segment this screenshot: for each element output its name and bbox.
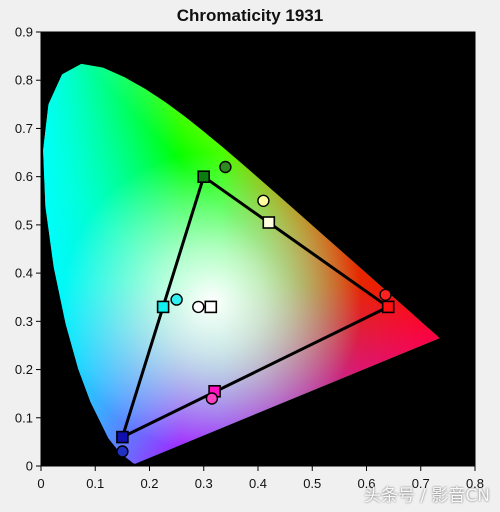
circle-marker-4	[116, 445, 129, 458]
x-tick-label: 0.2	[140, 476, 158, 491]
x-tick-label: 0.1	[86, 476, 104, 491]
square-marker-0	[197, 170, 210, 183]
square-marker-5	[156, 300, 170, 314]
y-tick-label: 0	[26, 459, 33, 474]
y-tick-label: 0.3	[15, 314, 33, 329]
spectral-locus	[43, 63, 440, 464]
y-tick-label: 0.9	[15, 25, 33, 40]
circle-marker-0	[219, 160, 232, 174]
x-tick-label: 0.4	[249, 476, 267, 491]
circle-marker-5	[170, 293, 183, 306]
axes: 0 0.1 0.2 0.3 0.4 0.5 0.6 0.7 0.8 0 0.1 0.2 0.3 0.4 0.…	[15, 25, 484, 492]
y-tick-label: 0.6	[15, 169, 33, 184]
x-tick-label: 0	[37, 476, 44, 491]
circle-marker-1	[257, 194, 270, 208]
y-tick-label: 0.7	[15, 121, 33, 136]
y-tick-label: 0.2	[15, 362, 33, 377]
y-tick-label: 0.1	[15, 410, 33, 425]
circle-marker-2	[379, 288, 392, 301]
circle-marker-6	[192, 300, 205, 314]
y-tick-label: 0.5	[15, 217, 33, 232]
x-tick-label: 0.8	[466, 476, 484, 491]
y-tick-label: 0.4	[15, 266, 33, 281]
square-marker-4	[116, 430, 129, 444]
circle-marker-3	[205, 392, 219, 405]
y-tick-label: 0.8	[15, 73, 33, 88]
x-tick-label: 0.7	[412, 476, 430, 491]
x-tick-label: 0.6	[357, 476, 375, 491]
chart-title: Chromaticity 1931	[176, 6, 324, 25]
markers	[116, 160, 395, 458]
x-tick-label: 0.5	[303, 476, 321, 491]
square-marker-2	[381, 300, 395, 314]
x-tick-label: 0.3	[195, 476, 213, 491]
square-marker-1	[262, 216, 276, 229]
locus-fill-layer-4	[43, 63, 440, 464]
watermark: 头条号 / 影音CN	[363, 486, 490, 506]
square-marker-6	[204, 300, 218, 314]
